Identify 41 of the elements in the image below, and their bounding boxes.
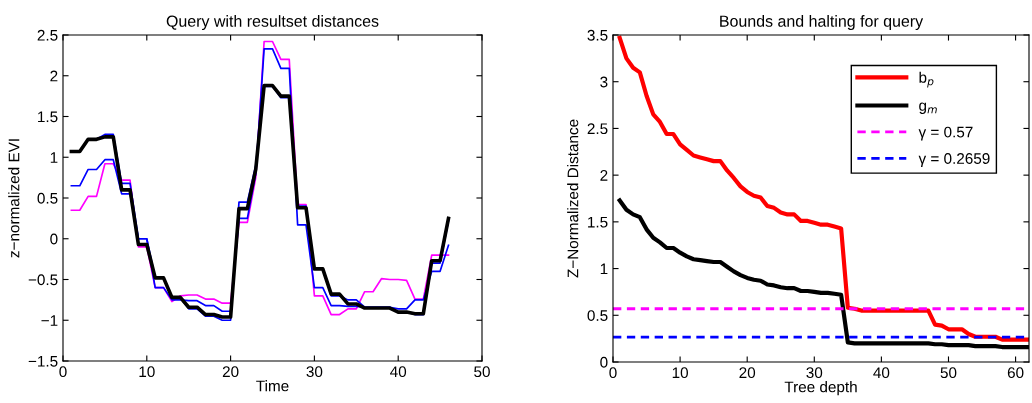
x-tick-label: 30 xyxy=(806,367,823,379)
x-tick-label: 10 xyxy=(139,366,155,378)
x-tick-label: 10 xyxy=(672,367,688,379)
x-tick-label: 50 xyxy=(940,367,957,379)
y-tick-label: 1.5 xyxy=(38,111,58,123)
x-tick-label: 30 xyxy=(306,366,323,378)
y-tick-label: 0.5 xyxy=(37,192,58,204)
y-axis-title: Z−Normalized Distance xyxy=(567,119,579,278)
y-axis-title: z−normalized EVI xyxy=(8,139,20,258)
y-tick-label: 2 xyxy=(600,170,608,181)
y-tick-label: 1 xyxy=(600,263,608,275)
y-tick-label: 3.5 xyxy=(587,29,608,41)
y-tick-label: 1.5 xyxy=(588,216,608,228)
x-tick-label: 40 xyxy=(873,367,890,379)
legend-label: γ = 0.57 xyxy=(918,126,973,141)
x-tick-label: 0 xyxy=(59,366,67,378)
y-tick-label: 2.5 xyxy=(587,123,608,135)
y-tick-label: −1 xyxy=(41,315,58,326)
x-tick-label: 60 xyxy=(1007,367,1024,379)
x-tick-label: 50 xyxy=(474,366,490,378)
x-axis-title: Time xyxy=(256,380,289,392)
y-tick-label: 2 xyxy=(50,70,58,82)
line-series xyxy=(617,35,1029,342)
x-tick-label: 20 xyxy=(739,367,756,379)
x-tick-label: 40 xyxy=(390,366,407,378)
y-tick-label: 2.5 xyxy=(37,29,58,41)
y-tick-label: 1 xyxy=(50,152,58,163)
x-tick-label: 20 xyxy=(222,366,239,378)
x-tick-label: 0 xyxy=(609,367,617,379)
y-tick-label: 0 xyxy=(600,356,608,368)
y-tick-label: 0 xyxy=(50,233,58,245)
chart-title: Bounds and halting for query xyxy=(720,15,924,30)
legend-label: γ = 0.2659 xyxy=(918,153,990,167)
y-tick-label: −0.5 xyxy=(28,274,58,286)
x-axis-title: Tree depth xyxy=(784,381,857,396)
legend-label: g$_{m}$ xyxy=(919,102,937,114)
legend-label: b$_{p}$ xyxy=(919,71,934,88)
y-tick-label: 3 xyxy=(600,76,608,88)
y-tick-label: −1.5 xyxy=(28,356,58,367)
y-tick-label: 0.5 xyxy=(587,310,608,321)
chart-title: Query with resultset distances xyxy=(166,15,379,30)
